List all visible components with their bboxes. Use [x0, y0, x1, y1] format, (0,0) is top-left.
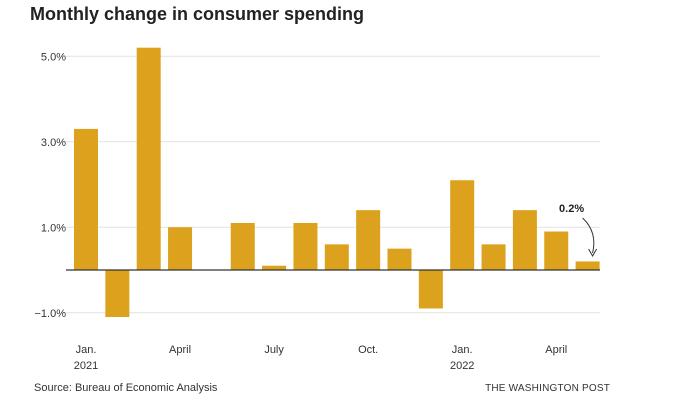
annotation-label: 0.2%: [559, 203, 584, 215]
bar: [168, 227, 193, 270]
y-tick-label: 5.0%: [41, 51, 66, 63]
bar: [450, 180, 475, 270]
y-tick-label: −1.0%: [35, 308, 67, 320]
x-tick-year-label: 2022: [450, 360, 474, 372]
bar: [293, 222, 318, 270]
bar: [356, 210, 381, 270]
chart-title: Monthly change in consumer spending: [30, 4, 365, 24]
source-note: Source: Bureau of Economic Analysis: [34, 382, 218, 394]
y-tick-label: 3.0%: [41, 137, 66, 149]
x-tick-label: April: [169, 344, 191, 356]
bar: [324, 244, 349, 270]
publisher-credit: THE WASHINGTON POST: [485, 383, 610, 394]
x-tick-label: Jan.: [76, 344, 97, 356]
bar: [575, 261, 600, 270]
bar: [230, 222, 255, 270]
bar: [105, 270, 130, 318]
bar: [418, 270, 443, 309]
x-tick-year-label: 2021: [74, 360, 98, 372]
bar: [136, 47, 161, 271]
annotation-arrow: [582, 217, 595, 254]
bar: [387, 248, 412, 270]
bar: [74, 128, 98, 270]
x-tick-label: Oct.: [358, 344, 378, 356]
x-tick-label: April: [545, 344, 567, 356]
annotation-arrowhead: [588, 248, 598, 258]
x-tick-label: July: [264, 344, 284, 356]
bar: [481, 244, 506, 270]
bar: [262, 265, 287, 270]
bar: [512, 210, 537, 270]
y-tick-label: 1.0%: [41, 222, 66, 234]
x-tick-label: Jan.: [452, 344, 473, 356]
bar: [544, 231, 569, 270]
